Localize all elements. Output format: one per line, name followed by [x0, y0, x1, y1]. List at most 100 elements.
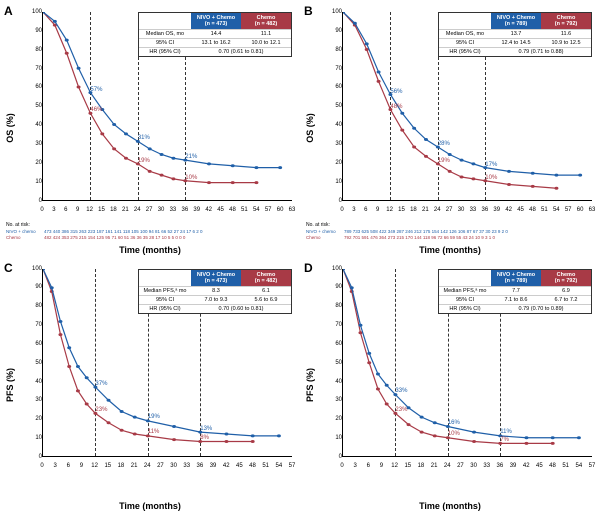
y-tick: 10: [328, 179, 342, 185]
chemo-curve-marker: [367, 361, 371, 364]
table-cell-chemo: 10.0 to 12.1: [241, 39, 291, 47]
x-tick: 42: [223, 463, 230, 469]
chemo-curve-marker: [460, 176, 464, 179]
chemo-curve-marker: [448, 170, 452, 173]
x-tick: 54: [275, 463, 282, 469]
nivo-curve-marker: [350, 286, 354, 289]
y-tick: 30: [28, 141, 42, 147]
y-tick: 70: [328, 322, 342, 328]
y-tick: 60: [328, 341, 342, 347]
table-row-label: HR (95% CI): [139, 305, 191, 313]
x-tick: 60: [277, 207, 284, 213]
at-risk-chemo: Chemo482 424 353 275 215 154 125 95 71 6…: [6, 235, 296, 241]
x-tick: 27: [157, 463, 164, 469]
x-tick: 39: [210, 463, 217, 469]
y-tick: 90: [328, 28, 342, 34]
y-tick: 60: [28, 84, 42, 90]
nivo-curve-marker: [424, 138, 428, 141]
nivo-curve-marker: [531, 172, 535, 175]
x-tick: 39: [510, 463, 517, 469]
x-tick: 3: [53, 463, 56, 469]
x-axis-label: Time (months): [119, 245, 181, 255]
chemo-curve-marker: [172, 438, 176, 441]
nivo-curve-marker: [107, 398, 111, 401]
nivo-curve-marker: [65, 39, 69, 42]
y-tick: 90: [328, 284, 342, 290]
x-tick: 36: [197, 463, 204, 469]
table-cell-chemo: 10.9 to 12.5: [541, 39, 591, 47]
chemo-curve-marker: [120, 428, 124, 431]
panel-letter: D: [304, 261, 313, 275]
pct-annotation: 11%: [148, 429, 160, 435]
y-tick: 80: [328, 47, 342, 53]
pct-annotation: 7%: [500, 437, 509, 443]
x-tick: 39: [193, 207, 200, 213]
x-tick: 51: [541, 207, 548, 213]
y-tick: 80: [28, 47, 42, 53]
table-cell-nivo: 14.4: [191, 30, 241, 38]
at-risk-title: No. at risk:: [306, 222, 596, 228]
panel-letter: B: [304, 4, 313, 18]
chemo-curve-marker: [133, 432, 137, 435]
x-tick: 27: [457, 463, 464, 469]
chemo-curve-marker: [531, 185, 535, 188]
chemo-curve-marker: [254, 181, 258, 184]
x-tick: 33: [470, 207, 477, 213]
y-tick: 30: [28, 397, 42, 403]
pct-annotation: 13%: [200, 426, 212, 432]
x-tick: 0: [40, 207, 43, 213]
chemo-curve-marker: [224, 440, 228, 443]
table-row: Median PFS,ᵃ mo8.36.1: [139, 286, 291, 295]
table-row-span: 0.79 (0.70 to 0.89): [491, 305, 591, 313]
table-row-span: 0.70 (0.60 to 0.81): [191, 305, 291, 313]
y-tick: 0: [28, 454, 42, 460]
x-tick: 24: [434, 207, 441, 213]
x-tick: 45: [536, 463, 543, 469]
x-tick: 12: [86, 207, 93, 213]
nivo-curve-marker: [76, 365, 80, 368]
at-risk-block: No. at risk:NIVO + chemo473 440 386 315 …: [6, 222, 296, 241]
nivo-curve-marker: [343, 269, 345, 271]
nivo-curve-marker: [551, 436, 555, 439]
y-tick: 70: [28, 66, 42, 72]
chemo-curve-marker: [412, 146, 416, 149]
panel-D: DPFS (%)Time (months)0102030405060708090…: [300, 257, 600, 513]
x-tick: 6: [364, 207, 367, 213]
x-tick: 33: [483, 463, 490, 469]
pct-annotation: 17%: [485, 162, 497, 168]
pct-annotation: 8%: [200, 435, 209, 441]
table-hdr-nivo: NIVO + Chemo(n = 789): [491, 13, 541, 29]
nivo-curve-marker: [472, 430, 476, 433]
x-tick: 30: [170, 463, 177, 469]
chemo-curve-marker: [160, 174, 164, 177]
x-tick: 24: [144, 463, 151, 469]
nivo-curve-marker: [358, 323, 362, 326]
table-cell-nivo: 13.7: [491, 30, 541, 38]
nivo-curve-marker: [231, 164, 235, 167]
chemo-curve-marker: [77, 86, 81, 89]
y-tick: 30: [328, 141, 342, 147]
pct-annotation: 10%: [485, 175, 497, 181]
table-row: HR (95% CI)0.79 (0.70 to 0.89): [439, 304, 591, 313]
x-tick: 45: [236, 463, 243, 469]
chemo-curve-marker: [524, 441, 528, 444]
x-tick: 63: [289, 207, 296, 213]
x-axis-label: Time (months): [419, 501, 481, 511]
table-row-label: 95% CI: [139, 296, 191, 304]
km-chart: 56%48%28%19%17%10%NIVO + Chemo(n = 789)C…: [342, 12, 592, 201]
nivo-curve-marker: [353, 22, 357, 25]
x-tick: 0: [340, 463, 343, 469]
x-tick: 15: [398, 207, 405, 213]
y-axis-label: PFS (%): [305, 368, 315, 402]
nivo-curve-marker: [58, 320, 62, 323]
pct-annotation: 37%: [95, 381, 107, 387]
chemo-curve-marker: [385, 402, 389, 405]
table-cell-chemo: 5.6 to 6.9: [241, 296, 291, 304]
x-tick: 21: [422, 207, 429, 213]
table-row: 95% CI13.1 to 16.210.0 to 12.1: [139, 38, 291, 47]
panel-grid: AOS (%)Time (months)01020304050607080901…: [0, 0, 600, 513]
x-tick: 48: [549, 463, 556, 469]
x-tick: 42: [523, 463, 530, 469]
chemo-curve-marker: [551, 441, 555, 444]
x-tick: 18: [118, 463, 125, 469]
